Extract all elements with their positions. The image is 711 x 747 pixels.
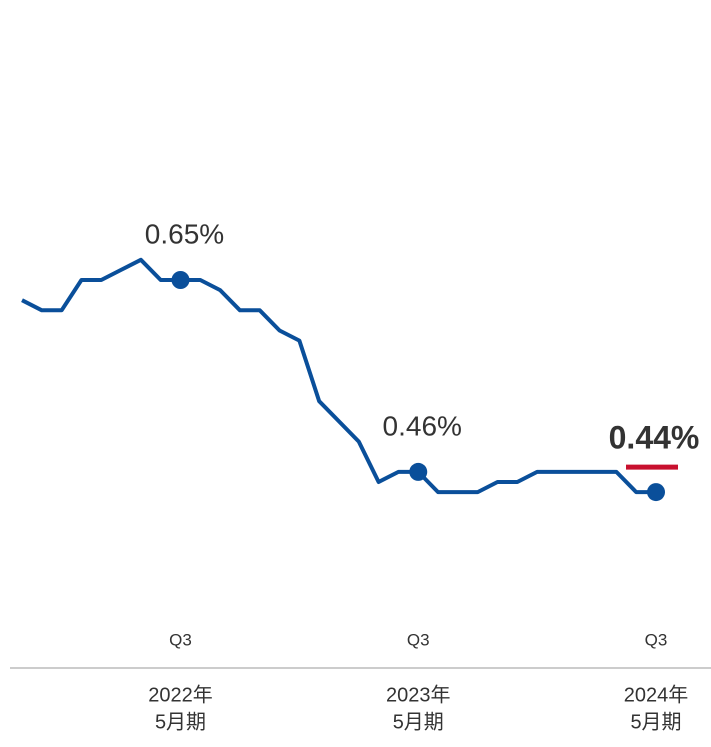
value-label: 0.65% xyxy=(145,218,224,249)
value-label: 0.46% xyxy=(383,410,462,441)
period-label: 5月期 xyxy=(393,711,444,733)
highlight-dot xyxy=(409,462,428,481)
x-tick-label: Q3 xyxy=(407,630,430,649)
period-label: 2022年 xyxy=(148,683,213,706)
x-tick-label: Q3 xyxy=(169,630,192,649)
line-series xyxy=(21,257,656,495)
value-label: 0.44% xyxy=(609,420,700,456)
period-label: 5月期 xyxy=(155,711,206,733)
period-label: 2024年 xyxy=(624,683,689,706)
period-label: 2023年 xyxy=(386,683,451,706)
highlight-dot xyxy=(171,271,190,289)
period-label: 5月期 xyxy=(630,711,681,733)
highlight-dot xyxy=(647,483,665,502)
x-tick-label: Q3 xyxy=(645,630,668,649)
